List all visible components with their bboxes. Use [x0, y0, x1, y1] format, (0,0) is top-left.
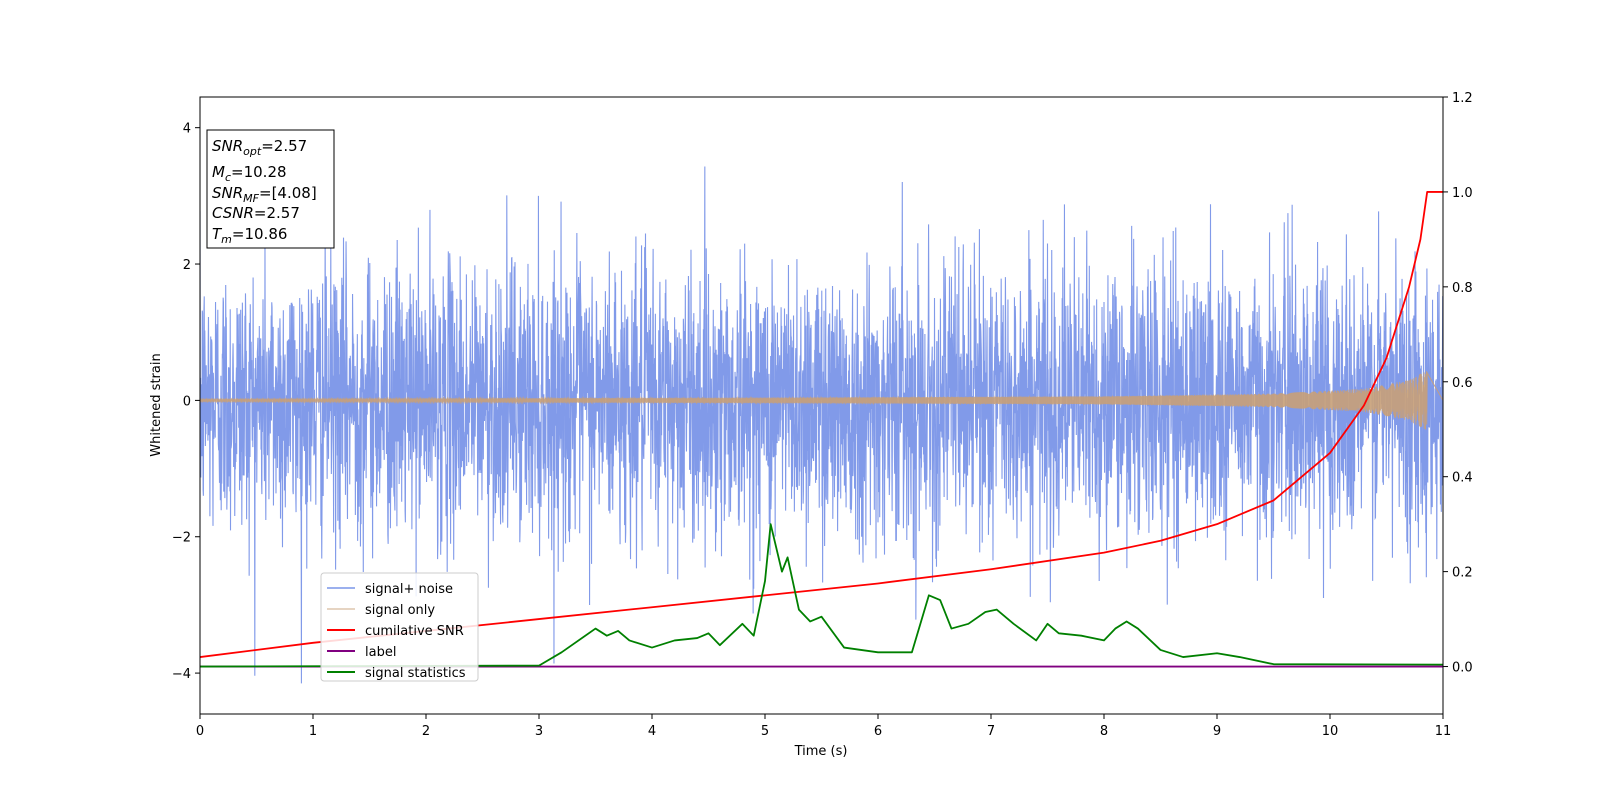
y-left-tick-label: 4 [183, 122, 191, 137]
y-right-tick-label: 1.0 [1452, 186, 1473, 201]
y-right-tick-label: 0.4 [1452, 471, 1473, 486]
y-left-tick-label: −4 [172, 667, 191, 682]
plot-frame [199, 96, 1444, 715]
stats-symbol: M [212, 163, 225, 181]
y-left-tick-label: −2 [172, 531, 191, 546]
legend-signal-only-label: signal only [365, 603, 435, 618]
stats-value: =10.86 [232, 225, 288, 243]
series-signal-statistics [200, 523, 1443, 668]
series-cumilative-snr [200, 191, 1443, 658]
legend-frame [320, 572, 479, 682]
stats-line: Mc=10.28 [212, 163, 287, 184]
stats-value: =2.57 [254, 204, 300, 222]
x-tick-label: 2 [422, 724, 430, 739]
x-tick-label: 11 [1435, 724, 1452, 739]
stats-symbol: SNR [212, 184, 243, 202]
x-tick-label: 3 [535, 724, 543, 739]
y-left-tick-label: 0 [183, 394, 191, 409]
stats-line: SNRMF=[4.08] [212, 184, 317, 205]
stats-line: Tm=10.86 [212, 225, 287, 246]
axes-layer: 0 1 2 3 4 5 6 7 8 9 10 11 −4 −2 0 2 4 0.0 0.2 0.4 0.6 0.8 1.0 1… [172, 91, 1473, 739]
x-tick-label: 4 [648, 724, 656, 739]
y-right-tick-label: 0.2 [1452, 566, 1473, 581]
stats-symbol: SNR [212, 137, 243, 155]
x-tick-label: 7 [987, 724, 995, 739]
stats-symbol: CSNR [212, 204, 254, 222]
x-tick-label: 10 [1322, 724, 1339, 739]
legend-cumilative-snr-label: cumilative SNR [365, 624, 464, 639]
legend-signal-noise-label: signal+ noise [365, 582, 453, 597]
stats-value: =10.28 [231, 163, 287, 181]
stats-line: SNRopt=2.57 [212, 137, 307, 158]
x-tick-label: 1 [309, 724, 317, 739]
series-signal-only [200, 370, 1443, 430]
stats-annotation-box: SNRopt=2.57Mc=10.28SNRMF=[4.08]CSNR=2.57… [206, 129, 335, 249]
stats-subscript: m [221, 233, 232, 246]
stats-symbol: T [212, 225, 223, 243]
y-right-tick-label: 0.6 [1452, 376, 1473, 391]
stats-subscript: MF [243, 192, 259, 205]
x-tick-label: 0 [196, 724, 204, 739]
x-tick-label: 6 [874, 724, 882, 739]
y-left-tick-label: 2 [183, 258, 191, 273]
x-tick-label: 5 [761, 724, 769, 739]
legend-label-label: label [365, 645, 396, 660]
legend-signal-statistics-label: signal statistics [365, 666, 466, 681]
y-right-tick-label: 0.0 [1452, 661, 1473, 676]
x-axis-label: Time (s) [794, 744, 848, 759]
y-axis-label: Whitened strain [149, 353, 164, 456]
x-tick-label: 8 [1100, 724, 1108, 739]
x-tick-label: 9 [1213, 724, 1221, 739]
stats-value: =2.57 [261, 137, 307, 155]
y-right-tick-label: 0.8 [1452, 281, 1473, 296]
y-right-tick-label: 1.2 [1452, 91, 1473, 106]
stats-value: =[4.08] [259, 184, 317, 202]
stats-subscript: c [225, 171, 231, 184]
stats-box-frame [206, 129, 335, 249]
stats-line: CSNR=2.57 [212, 204, 300, 222]
stats-subscript: opt [243, 145, 262, 158]
legend: signal+ noise signal only cumilative SNR la… [320, 572, 479, 682]
